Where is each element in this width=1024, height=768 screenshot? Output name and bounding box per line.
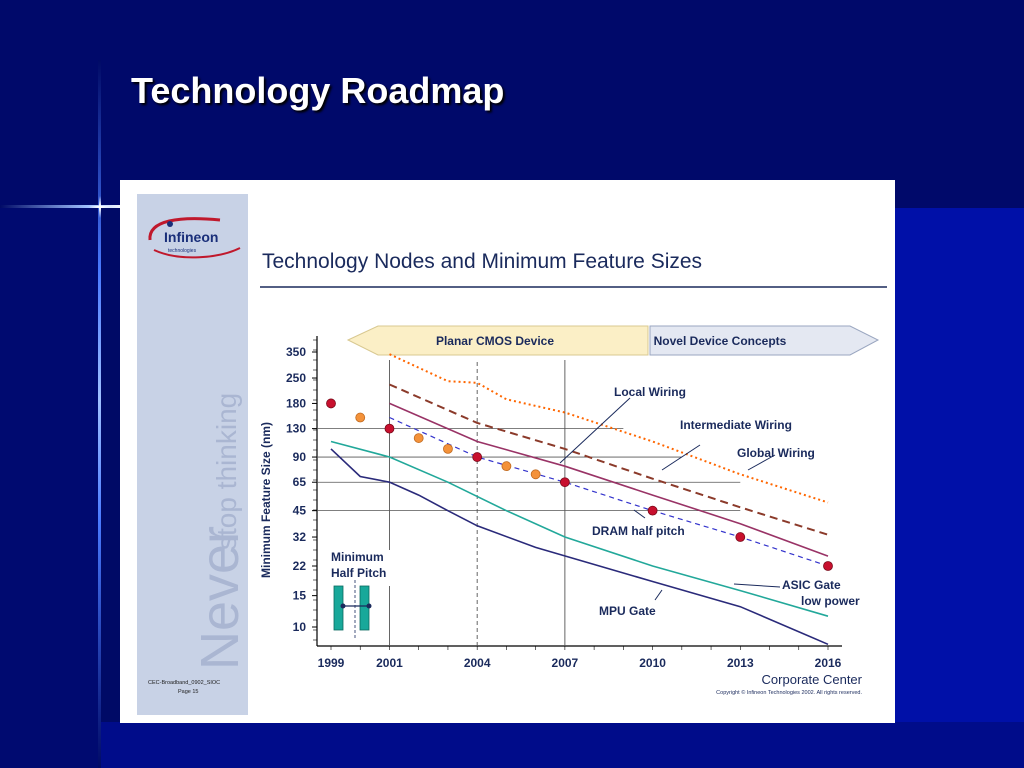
technology-node-marker [823, 561, 833, 571]
label-mpu: MPU Gate [599, 604, 656, 618]
y-ticks: 10 15 22 32 45 65 90 130 180 250 350 [286, 345, 317, 634]
label-dram: DRAM half pitch [592, 524, 685, 538]
intermediate-node-marker [355, 412, 366, 423]
logo-text: Infineon [164, 229, 218, 245]
series-line-mpu-gate [330, 448, 829, 646]
series-line-dram-half-pitch [389, 416, 829, 567]
intermediate-node-marker [501, 461, 512, 472]
y-tick-label: 22 [293, 559, 307, 573]
y-tick-label: 180 [286, 396, 306, 410]
series-line-asic-gate-low-power [330, 440, 829, 617]
series-lines [330, 353, 829, 646]
technology-node-marker [559, 477, 570, 488]
half-pitch-inset: Minimum Half Pitch [330, 550, 398, 638]
slide-background-left [0, 208, 100, 768]
decorative-vertical-line [98, 60, 101, 768]
decorative-horizontal-line [0, 205, 125, 208]
y-tick-label: 90 [293, 450, 307, 464]
slogan-stop-thinking: stop thinking [211, 393, 242, 550]
slide-background-top [0, 0, 1024, 208]
chart-heading: Technology Nodes and Minimum Feature Siz… [262, 250, 702, 273]
banner-planar: Planar CMOS Device [346, 325, 649, 356]
label-global-wiring: Global Wiring [737, 446, 815, 460]
slogan-never: Never [190, 526, 250, 670]
x-ticks: 1999 2001 2004 2007 2010 2013 2016 [318, 646, 842, 670]
sparkle-icon [89, 196, 111, 218]
y-tick-label: 65 [293, 475, 307, 489]
label-asic-1: ASIC Gate [782, 578, 841, 592]
footer-page: Page 15 [178, 689, 199, 695]
technology-node-marker [735, 532, 746, 542]
banner-novel: Novel Device Concepts [649, 325, 880, 356]
y-tick-label: 15 [293, 589, 307, 603]
technology-node-marker [472, 452, 483, 462]
annotation-leaders [559, 397, 781, 601]
banner-planar-label: Planar CMOS Device [436, 334, 554, 348]
slide-title: Technology Roadmap [131, 70, 505, 111]
intermediate-node-marker [530, 469, 541, 480]
label-half-pitch-2: Half Pitch [331, 566, 386, 580]
series-line-local-wiring [389, 402, 829, 557]
technology-node-marker [326, 398, 336, 409]
slide-background-right [895, 208, 1024, 768]
chart-panel: Infineon technologies Never stop thinkin… [120, 180, 895, 723]
banner-novel-label: Novel Device Concepts [654, 334, 787, 348]
y-tick-label: 130 [286, 422, 306, 436]
x-tick-label: 2010 [639, 656, 666, 670]
infineon-sidebar [137, 194, 248, 715]
series-line-intermediate-wiring [389, 383, 829, 536]
x-tick-label: 2016 [815, 656, 842, 670]
label-intermediate-wiring: Intermediate Wiring [680, 418, 792, 432]
x-tick-label: 1999 [318, 656, 345, 670]
y-tick-label: 32 [293, 530, 307, 544]
intermediate-node-marker [443, 443, 453, 454]
reference-lines [317, 360, 741, 646]
x-tick-label: 2004 [464, 656, 491, 670]
logo-subtext: technologies [168, 248, 197, 254]
corporate-center: Corporate Center [762, 672, 863, 687]
x-tick-label: 2013 [727, 656, 754, 670]
y-tick-label: 250 [286, 371, 306, 385]
footer-reference: CEC-Broadband_0902_SIOC [148, 680, 220, 686]
label-half-pitch-1: Minimum [331, 550, 384, 564]
y-tick-label: 350 [286, 345, 306, 359]
intermediate-node-marker [413, 433, 424, 443]
x-tick-label: 2007 [552, 656, 579, 670]
copyright: Copyright © Infineon Technologies 2002. … [716, 689, 862, 696]
y-tick-label: 45 [293, 504, 307, 518]
y-minor-ticks [313, 339, 317, 641]
label-asic-2: low power [801, 594, 860, 608]
slide-background-bottom [100, 722, 1024, 768]
y-axis-label: Minimum Feature Size (nm) [259, 422, 273, 578]
y-tick-label: 10 [293, 620, 307, 634]
technology-node-marker [384, 423, 395, 434]
label-local-wiring: Local Wiring [614, 385, 686, 399]
node-markers [326, 398, 833, 571]
infineon-logo: Infineon technologies [148, 217, 241, 259]
technology-node-marker [647, 505, 658, 516]
x-tick-label: 2001 [376, 656, 403, 670]
chart-svg: Infineon technologies Never stop thinkin… [137, 194, 887, 715]
